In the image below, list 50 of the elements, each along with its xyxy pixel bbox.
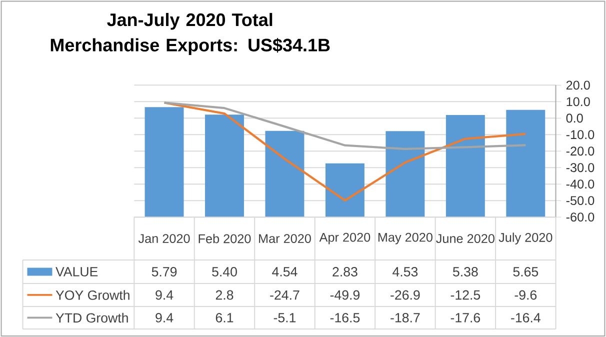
legend-label: YTD Growth	[56, 312, 128, 322]
x-tick-label: June 2020	[436, 234, 494, 243]
data-label: 5.79	[152, 266, 177, 276]
bar	[144, 107, 184, 217]
bar	[265, 130, 304, 217]
x-tick-label: Feb 2020	[198, 234, 251, 244]
data-label: -49.9	[330, 290, 360, 300]
data-label: -24.7	[270, 290, 300, 300]
x-tick-label: Mar 2020	[259, 234, 311, 243]
data-label: 9.4	[156, 312, 174, 322]
data-label: 4.54	[272, 267, 298, 276]
data-label: 2.83	[332, 266, 358, 276]
data-label: -9.6	[514, 290, 537, 300]
x-tick-label: Jan 2020	[138, 234, 190, 243]
y-tick-label: -20.0	[566, 146, 594, 156]
chart-title: Jan-July 2020 Total Merchandise Exports: US$34.1B	[50, 12, 330, 55]
data-label: 4.53	[392, 266, 418, 276]
data-label: -16.4	[511, 312, 540, 322]
x-tick-label: Apr 2020	[319, 232, 370, 244]
data-label: 5.40	[212, 266, 237, 276]
bar	[446, 114, 485, 217]
line-series	[163, 101, 527, 150]
y-tick-label: -60.0	[566, 212, 594, 222]
y-tick-label: 10.0	[566, 97, 590, 106]
bar	[325, 163, 364, 217]
data-label: -12.5	[450, 290, 480, 300]
data-label: 9.4	[156, 290, 174, 300]
line-series	[163, 101, 527, 202]
data-label: -17.6	[450, 312, 480, 322]
y-tick-label: -40.0	[566, 180, 594, 188]
y-tick-label: 0.0	[566, 114, 583, 123]
bar	[506, 110, 546, 217]
bar	[386, 130, 425, 217]
y-tick-label: -50.0	[566, 196, 594, 205]
data-label: -26.9	[390, 290, 420, 300]
legend-label: YOY Growth	[56, 290, 130, 300]
data-label: 5.65	[513, 266, 538, 276]
data-label: -18.7	[390, 312, 420, 322]
bar	[205, 114, 244, 217]
x-tick-label: July 2020	[498, 232, 552, 244]
data-label: -16.5	[330, 312, 360, 322]
data-label: 6.1	[216, 312, 234, 322]
y-tick-label: -10.0	[566, 130, 594, 140]
x-tick-label: May 2020	[378, 232, 432, 244]
data-label: 5.38	[453, 266, 478, 276]
data-label: 2.8	[216, 290, 234, 300]
y-tick-label: 20.0	[566, 80, 590, 90]
y-tick-label: -30.0	[566, 163, 594, 172]
data-label: -5.1	[274, 312, 296, 322]
legend-label: VALUE	[56, 267, 98, 276]
